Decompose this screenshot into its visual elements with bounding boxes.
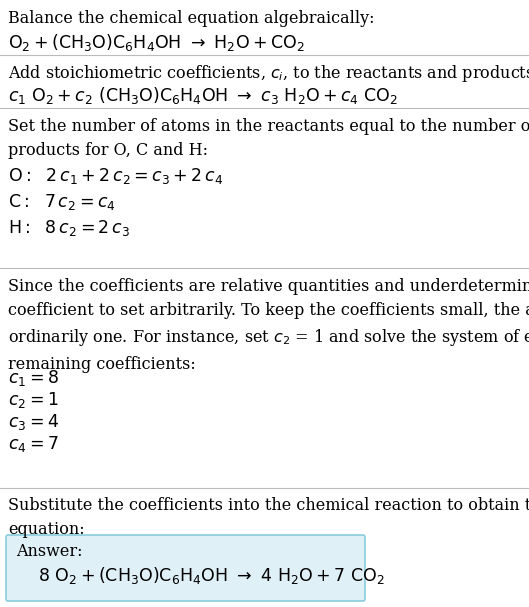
Text: Substitute the coefficients into the chemical reaction to obtain the balanced
eq: Substitute the coefficients into the che… <box>8 497 529 538</box>
Text: $c_2=1$: $c_2=1$ <box>8 390 59 410</box>
Text: $c_1\ \mathrm{O_2}+c_2\ \mathrm{(CH_3O)C_6H_4OH}\ \rightarrow\ c_3\ \mathrm{H_2O: $c_1\ \mathrm{O_2}+c_2\ \mathrm{(CH_3O)C… <box>8 85 398 106</box>
Text: $\mathrm{O:}\ \ 2\,c_1+2\,c_2=c_3+2\,c_4$: $\mathrm{O:}\ \ 2\,c_1+2\,c_2=c_3+2\,c_4… <box>8 166 223 186</box>
FancyBboxPatch shape <box>6 535 365 601</box>
Text: Balance the chemical equation algebraically:: Balance the chemical equation algebraica… <box>8 10 375 27</box>
Text: $\mathrm{H:}\ \ 8\,c_2=2\,c_3$: $\mathrm{H:}\ \ 8\,c_2=2\,c_3$ <box>8 218 130 238</box>
Text: $c_3=4$: $c_3=4$ <box>8 412 59 432</box>
Text: Set the number of atoms in the reactants equal to the number of atoms in the
pro: Set the number of atoms in the reactants… <box>8 118 529 159</box>
Text: $\mathrm{C:}\ \ 7\,c_2=c_4$: $\mathrm{C:}\ \ 7\,c_2=c_4$ <box>8 192 116 212</box>
Text: $\mathrm{O_2+(CH_3O)C_6H_4OH}\ \rightarrow\ \mathrm{H_2O+CO_2}$: $\mathrm{O_2+(CH_3O)C_6H_4OH}\ \rightarr… <box>8 32 305 53</box>
Text: $c_1=8$: $c_1=8$ <box>8 368 59 388</box>
Text: $8\ \mathrm{O_2+(CH_3O)C_6H_4OH}\ \rightarrow\ 4\ \mathrm{H_2O}+7\ \mathrm{CO_2}: $8\ \mathrm{O_2+(CH_3O)C_6H_4OH}\ \right… <box>38 565 385 586</box>
Text: $c_4=7$: $c_4=7$ <box>8 434 59 454</box>
Text: Add stoichiometric coefficients, $c_i$, to the reactants and products:: Add stoichiometric coefficients, $c_i$, … <box>8 63 529 84</box>
Text: Since the coefficients are relative quantities and underdetermined, choose a
coe: Since the coefficients are relative quan… <box>8 278 529 373</box>
Text: Answer:: Answer: <box>16 543 83 560</box>
